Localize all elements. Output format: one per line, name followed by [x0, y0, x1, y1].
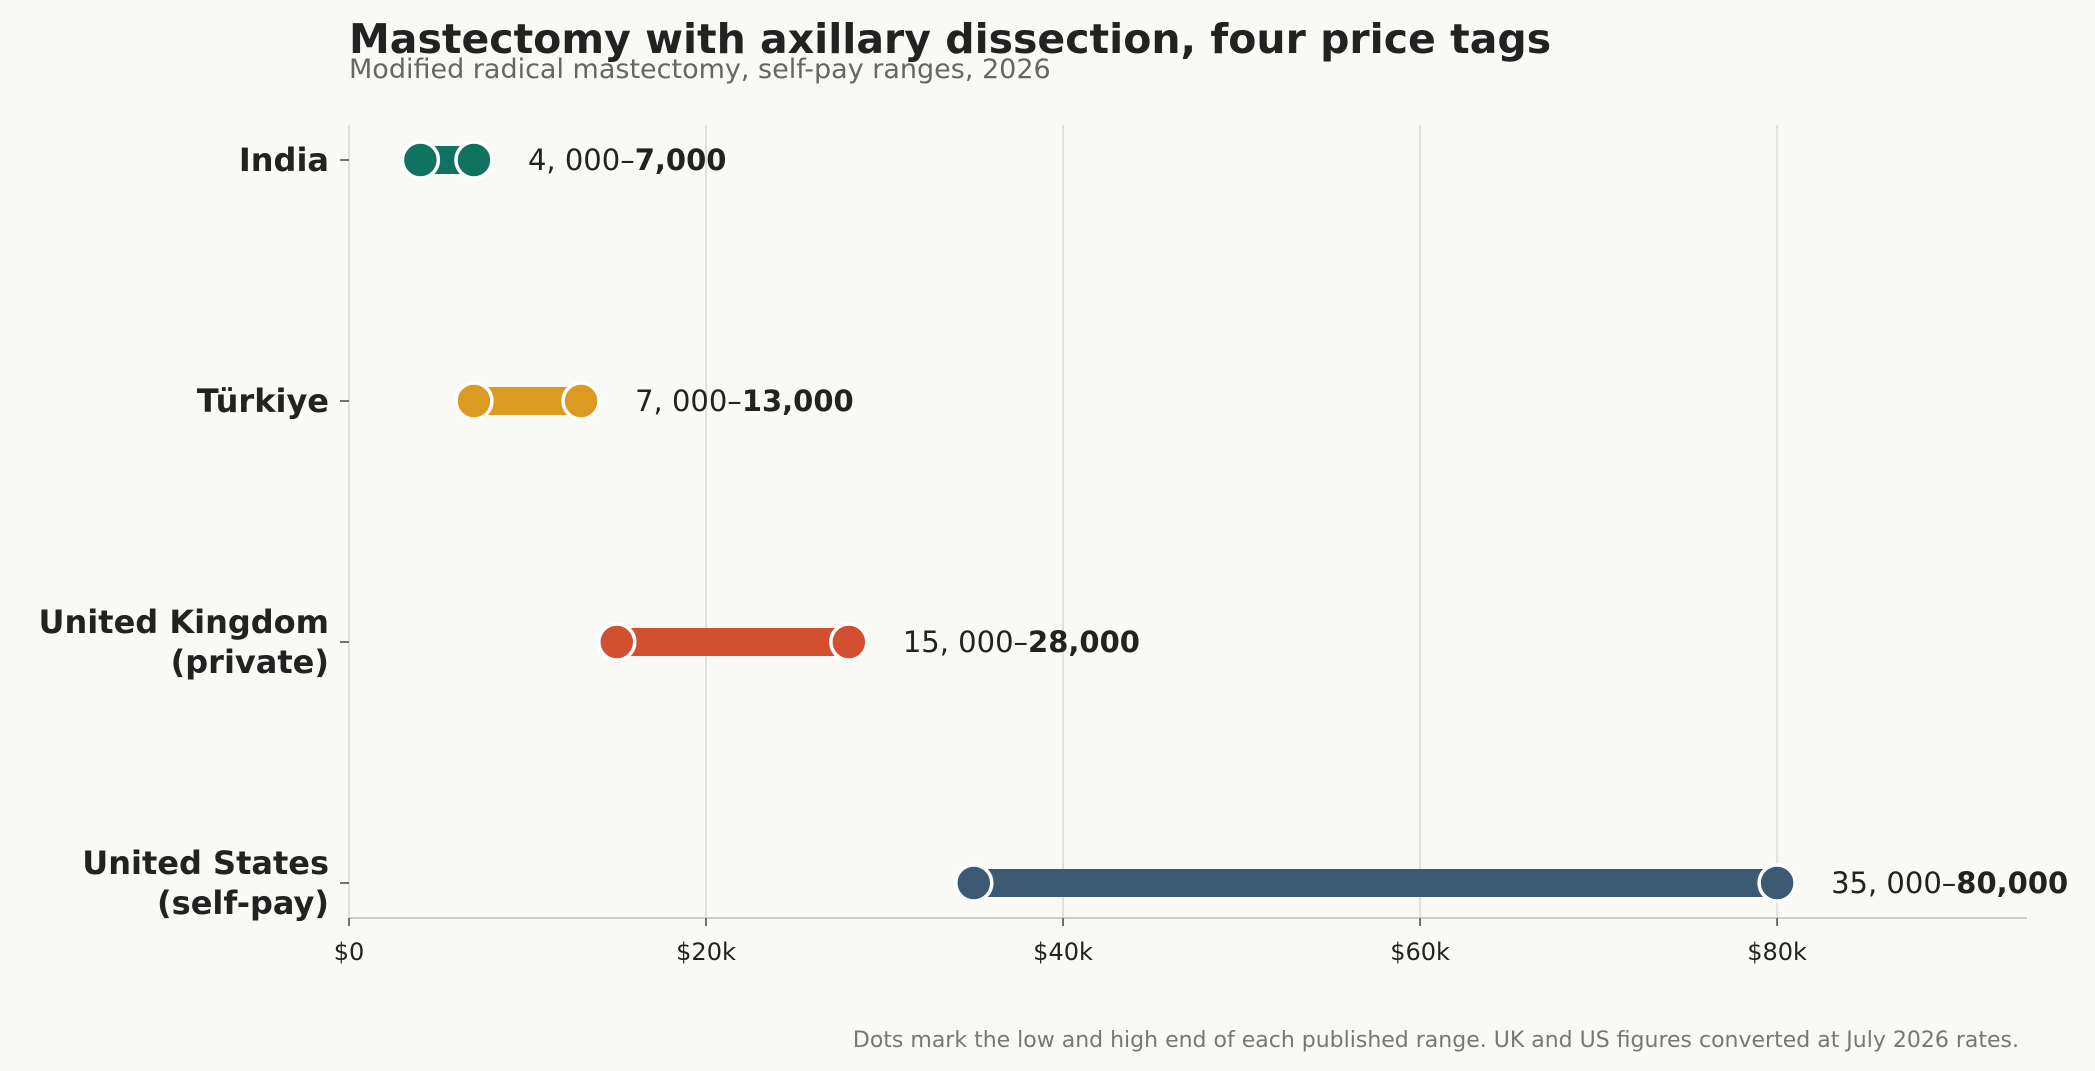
- low-dot: [454, 381, 494, 421]
- value-label-high: 7,000: [635, 143, 727, 177]
- category-label: United States: [82, 844, 329, 882]
- value-label: 15, 000–28,000: [903, 625, 1140, 659]
- value-label-high: 80,000: [1956, 866, 2068, 900]
- x-tick-label: $40k: [1033, 938, 1093, 966]
- category-label: Türkiye: [197, 382, 329, 420]
- high-dot: [454, 140, 494, 180]
- category-label: India: [239, 141, 329, 179]
- category-label: (private): [171, 643, 329, 681]
- grid-lines: [348, 125, 1779, 918]
- chart-title: Mastectomy with axillary dissection, fou…: [349, 15, 1551, 63]
- footnote: Dots mark the low and high end of each p…: [853, 1028, 2019, 1053]
- value-label: 7, 000–13,000: [635, 384, 854, 418]
- high-dot: [561, 381, 601, 421]
- high-dot: [829, 622, 869, 662]
- dumbbell-row: India 4, 000–7,000: [239, 140, 726, 180]
- value-label: 4, 000–7,000: [528, 143, 726, 177]
- high-dot: [1757, 863, 1797, 903]
- dumbbell-row: United States(self-pay) 35, 000–80,000: [82, 844, 2068, 922]
- x-axis-ticks: $0 $20k $40k $60k $80k: [334, 918, 1807, 966]
- x-tick-label: $60k: [1390, 938, 1450, 966]
- value-label-low: 35, 000–: [1831, 866, 1956, 900]
- x-tick-label: $20k: [676, 938, 736, 966]
- dumbbell-rows: India 4, 000–7,000 Türkiye 7, 000–13,000 Uni…: [39, 140, 2068, 922]
- value-label: 35, 000–80,000: [1831, 866, 2068, 900]
- category-label: (self-pay): [157, 884, 329, 922]
- value-label-low: 4, 000–: [528, 143, 635, 177]
- value-label-high: 28,000: [1028, 625, 1140, 659]
- dumbbell-row: United Kingdom(private) 15, 000–28,000: [39, 603, 1140, 681]
- low-dot: [400, 140, 441, 180]
- value-label-low: 15, 000–: [903, 625, 1028, 659]
- category-label: United Kingdom: [39, 603, 329, 641]
- low-dot: [597, 622, 637, 662]
- chart-subtitle: Modified radical mastectomy, self-pay ra…: [349, 54, 1051, 85]
- value-label-low: 7, 000–: [635, 384, 742, 418]
- x-tick-label: $80k: [1747, 938, 1807, 966]
- low-dot: [954, 863, 994, 903]
- dumbbell-row: Türkiye 7, 000–13,000: [197, 381, 854, 421]
- value-label-high: 13,000: [742, 384, 854, 418]
- x-tick-label: $0: [334, 938, 365, 966]
